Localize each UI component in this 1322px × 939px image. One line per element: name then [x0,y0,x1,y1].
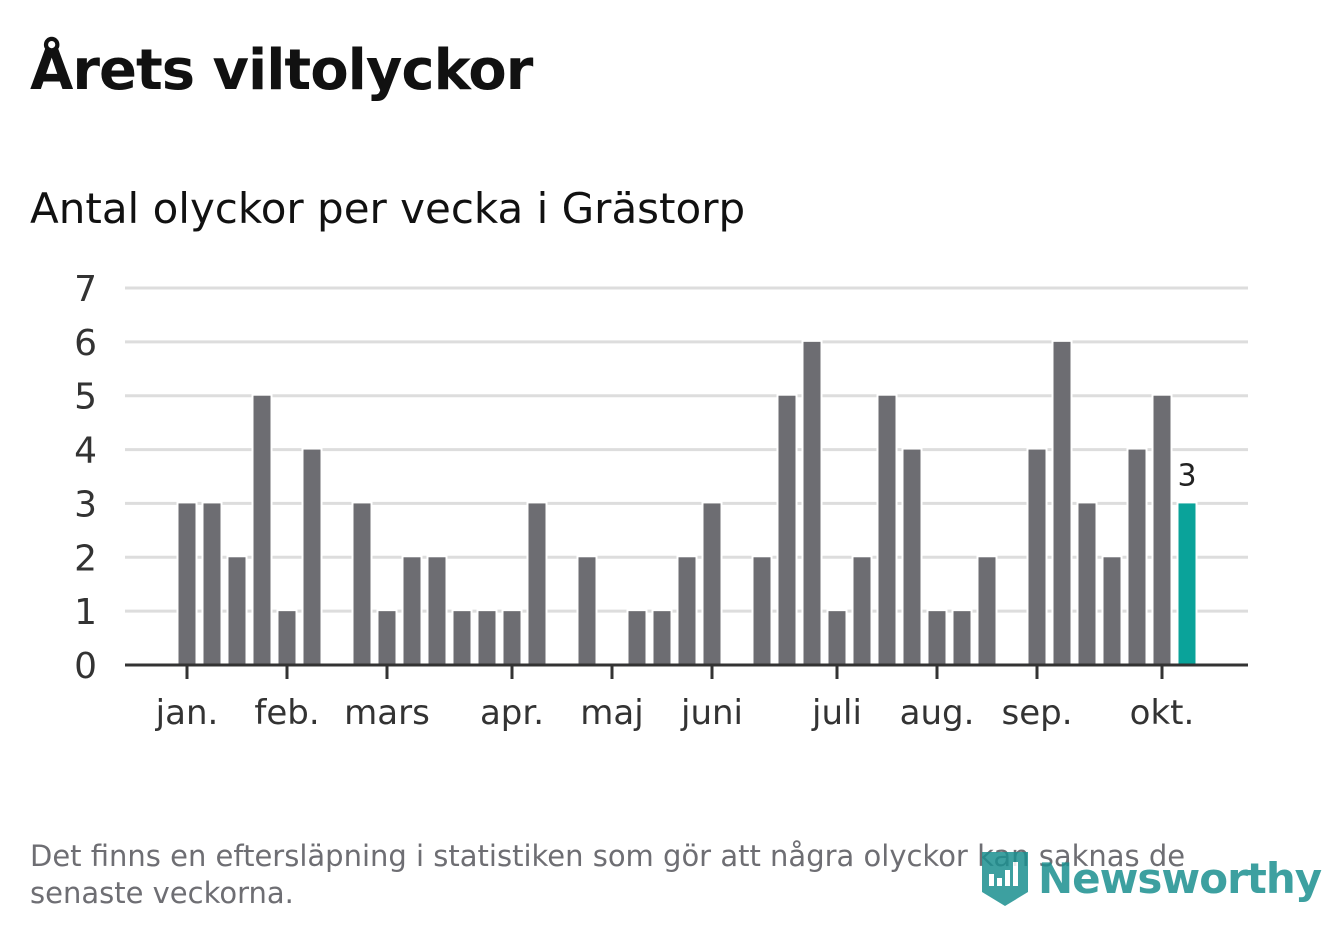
bar [951,609,973,668]
bar [1151,393,1173,667]
bar [1026,447,1048,668]
newsworthy-logo: Newsworthy [980,848,1322,908]
x-tick-label: juli [811,693,862,733]
bar [851,555,873,667]
bar [226,555,248,667]
bar [801,339,823,667]
bar [451,609,473,668]
chart-title: Årets viltolyckor [30,38,533,103]
bar-highlight [1176,501,1198,667]
x-tick-label: aug. [900,693,975,733]
bar [526,501,548,667]
chart-subtitle: Antal olyckor per vecka i Grästorp [30,184,746,233]
bar [1076,501,1098,667]
bar [276,609,298,668]
bar [401,555,423,667]
bar [501,609,523,668]
bar [976,555,998,667]
x-tick-label: feb. [254,693,319,733]
bar [376,609,398,668]
bar [1101,555,1123,667]
bar [876,393,898,667]
y-tick-label: 3 [74,484,97,525]
y-tick-label: 0 [74,646,97,687]
bar [676,555,698,667]
bar [751,555,773,667]
x-tick-label: maj [580,693,643,733]
x-tick-label: mars [344,693,430,733]
bar [201,501,223,667]
bar [1051,339,1073,667]
bar [476,609,498,668]
bar [701,501,723,667]
y-tick-label: 1 [74,592,97,633]
bar [176,501,198,667]
newsworthy-logo-icon [982,852,1028,906]
bar [301,447,323,668]
x-tick-label: juni [680,693,743,733]
y-tick-label: 7 [74,269,97,310]
bar [626,609,648,668]
bar [251,393,273,667]
bar [426,555,448,667]
data-label: 3 [1177,458,1196,493]
x-tick-label: apr. [480,693,544,733]
y-tick-label: 5 [74,377,97,418]
x-tick-label: sep. [1001,693,1072,733]
bar [776,393,798,667]
x-tick-label: jan. [155,693,219,733]
bar [1126,447,1148,668]
bar [351,501,373,667]
bar [576,555,598,667]
bar [826,609,848,668]
logo-text: Newsworthy [1038,853,1322,903]
y-tick-label: 4 [74,431,97,472]
y-tick-label: 6 [74,323,97,364]
x-tick-label: okt. [1130,693,1195,733]
bar [926,609,948,668]
bar [901,447,923,668]
bar-chart: 0 1 2 3 4 5 6 7 3 jan. feb. mars apr. maj juni juli aug.… [74,269,1248,733]
y-tick-label: 2 [74,538,97,579]
bar [651,609,673,668]
